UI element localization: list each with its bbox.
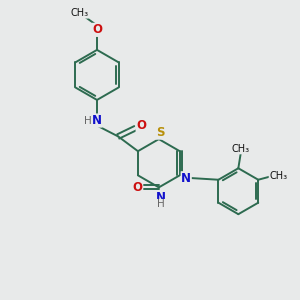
Text: N: N: [156, 191, 166, 204]
Text: CH₃: CH₃: [269, 171, 287, 181]
Text: H: H: [84, 116, 92, 126]
Text: CH₃: CH₃: [70, 8, 88, 18]
Text: CH₃: CH₃: [232, 144, 250, 154]
Text: O: O: [92, 23, 102, 36]
Text: N: N: [92, 114, 102, 127]
Text: O: O: [132, 181, 142, 194]
Text: N: N: [181, 172, 191, 185]
Text: S: S: [156, 126, 165, 139]
Text: O: O: [136, 119, 146, 132]
Text: H: H: [157, 200, 165, 209]
